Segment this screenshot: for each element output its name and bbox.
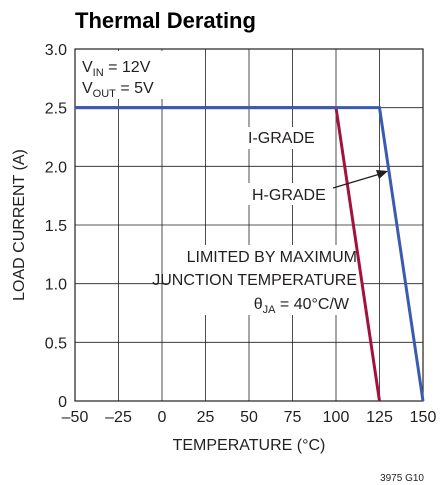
arrow-shaft bbox=[332, 173, 381, 189]
vout-rest: = 5V bbox=[116, 80, 154, 97]
plot-frame bbox=[74, 48, 424, 402]
x-tick-labels: –50 –25 0 25 50 75 100 125 150 bbox=[62, 409, 437, 426]
chart-title: Thermal Derating bbox=[75, 8, 256, 33]
y-tick-label: 2.5 bbox=[45, 101, 67, 118]
y-axis-label: LOAD CURRENT (A) bbox=[11, 149, 28, 301]
x-tick-label: 125 bbox=[366, 409, 393, 426]
vin-label: VIN = 12V bbox=[82, 59, 151, 79]
x-tick-label: 25 bbox=[197, 409, 215, 426]
label-background bbox=[77, 51, 175, 99]
y-tick-label: 1.5 bbox=[45, 218, 67, 235]
theta-ja-label: θJA = 40°C/W bbox=[254, 296, 350, 316]
x-tick-label: 150 bbox=[410, 409, 437, 426]
label-background bbox=[243, 127, 333, 149]
h-grade-arrow bbox=[332, 170, 388, 189]
y-tick-labels: 0 0.5 1.0 1.5 2.0 2.5 3.0 bbox=[45, 42, 67, 411]
label-background bbox=[245, 183, 335, 205]
vin-rest: = 12V bbox=[104, 59, 151, 76]
x-tick-label: 50 bbox=[240, 409, 258, 426]
series-line-h-grade bbox=[75, 106, 425, 402]
limit-line-1: LIMITED BY MAXIMUM bbox=[187, 249, 357, 266]
label-backgrounds bbox=[77, 51, 363, 315]
figure-code: 3975 G10 bbox=[380, 473, 424, 484]
theta-sub: JA bbox=[263, 304, 277, 316]
vout-label: VOUT = 5V bbox=[82, 80, 154, 100]
arrow-head bbox=[376, 170, 388, 179]
theta-main: θ bbox=[254, 296, 263, 313]
h-grade-label: H-GRADE bbox=[252, 187, 326, 204]
y-tick-label: 1.0 bbox=[45, 277, 67, 294]
x-tick-label: 100 bbox=[323, 409, 350, 426]
x-tick-label: 75 bbox=[284, 409, 302, 426]
label-background bbox=[168, 245, 363, 315]
x-tick-label: –50 bbox=[62, 409, 89, 426]
x-tick-label: –25 bbox=[105, 409, 132, 426]
limit-line-2: JUNCTION TEMPERATURE bbox=[152, 272, 357, 289]
i-grade-label: I-GRADE bbox=[248, 130, 315, 147]
y-tick-label: 3.0 bbox=[45, 42, 67, 59]
y-tick-label: 2.0 bbox=[45, 159, 67, 176]
theta-rest: = 40°C/W bbox=[275, 296, 349, 313]
y-tick-label: 0.5 bbox=[45, 335, 67, 352]
vout-sub: OUT bbox=[93, 88, 117, 100]
series-lines bbox=[75, 106, 425, 402]
vin-main: V bbox=[82, 59, 93, 76]
x-axis-label: TEMPERATURE (°C) bbox=[173, 437, 326, 454]
vout-main: V bbox=[82, 80, 93, 97]
x-tick-label: 0 bbox=[158, 409, 167, 426]
y-tick-label: 0 bbox=[58, 394, 67, 411]
vin-sub: IN bbox=[93, 67, 104, 79]
